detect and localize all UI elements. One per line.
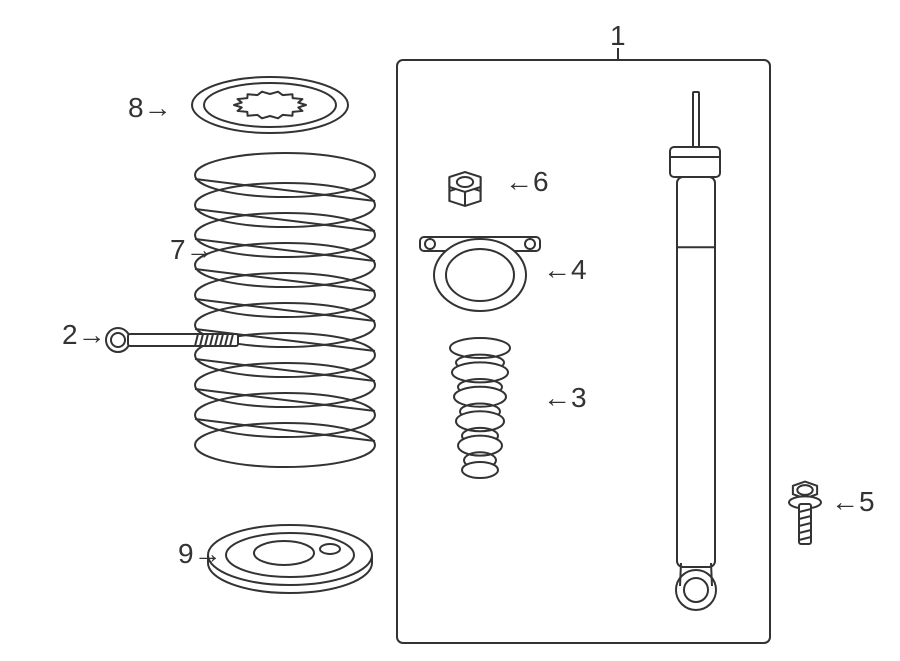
callout-8: 8→ bbox=[128, 92, 172, 124]
callout-8-text: 8 bbox=[128, 92, 144, 123]
callout-3: ←3 bbox=[543, 382, 587, 414]
arrow-left-icon: ← bbox=[831, 486, 859, 518]
callout-4-text: 4 bbox=[571, 254, 587, 285]
arrow-right-icon: → bbox=[186, 234, 214, 266]
diagram-stage: 1 2→ ←3 ←4 ←5 ←6 7→ 8→ 9→ bbox=[0, 0, 900, 661]
callout-5-text: 5 bbox=[859, 486, 875, 517]
arrow-right-icon: → bbox=[78, 319, 106, 351]
arrow-right-icon: → bbox=[144, 92, 172, 124]
callout-6-text: 6 bbox=[533, 166, 549, 197]
arrow-right-icon: → bbox=[194, 538, 222, 570]
callout-7: 7→ bbox=[170, 234, 214, 266]
arrow-left-icon: ← bbox=[543, 382, 571, 414]
callout-1-text: 1 bbox=[610, 20, 626, 51]
callout-4: ←4 bbox=[543, 254, 587, 286]
callout-1: 1 bbox=[610, 20, 626, 52]
callout-9: 9→ bbox=[178, 538, 222, 570]
callout-6: ←6 bbox=[505, 166, 549, 198]
arrow-left-icon: ← bbox=[543, 254, 571, 286]
arrow-left-icon: ← bbox=[505, 166, 533, 198]
callout-7-text: 7 bbox=[170, 234, 186, 265]
callout-3-text: 3 bbox=[571, 382, 587, 413]
callout-5: ←5 bbox=[831, 486, 875, 518]
callout-2-text: 2 bbox=[62, 319, 78, 350]
callout-9-text: 9 bbox=[178, 538, 194, 569]
callout-2: 2→ bbox=[62, 319, 106, 351]
